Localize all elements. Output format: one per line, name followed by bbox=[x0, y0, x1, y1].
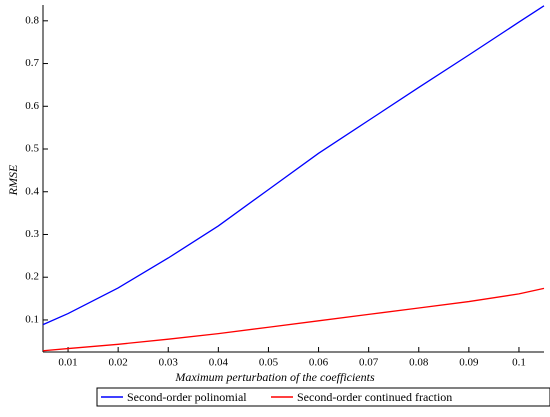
y-tick-label: 0.4 bbox=[25, 185, 39, 197]
y-tick-label: 0.7 bbox=[25, 57, 39, 69]
x-tick-label: 0.05 bbox=[259, 357, 279, 369]
x-tick-label: 0.07 bbox=[359, 357, 379, 369]
x-axis-label: Maximum perturbation of the coefficients bbox=[174, 370, 375, 384]
legend-label: Second-order polinomial bbox=[127, 390, 247, 404]
legend-box bbox=[96, 387, 550, 407]
legend-label: Second-order continued fraction bbox=[297, 390, 452, 404]
y-tick-label: 0.5 bbox=[25, 143, 39, 155]
y-tick-label: 0.1 bbox=[25, 313, 39, 325]
x-tick-label: 0.08 bbox=[409, 357, 429, 369]
x-tick-label: 0.01 bbox=[58, 357, 77, 369]
x-tick-label: 0.04 bbox=[209, 357, 229, 369]
y-tick-label: 0.3 bbox=[25, 228, 39, 240]
x-tick-label: 0.03 bbox=[159, 357, 179, 369]
series-line bbox=[42, 287, 545, 352]
y-tick-label: 0.8 bbox=[25, 14, 39, 26]
y-axis-label: RMSE bbox=[6, 164, 20, 196]
x-tick-label: 0.02 bbox=[109, 357, 128, 369]
y-tick-label: 0.6 bbox=[25, 100, 39, 112]
series-line bbox=[42, 5, 545, 326]
y-tick-label: 0.2 bbox=[25, 271, 39, 283]
x-tick-label: 0.09 bbox=[459, 357, 479, 369]
x-tick-label: 0.1 bbox=[512, 357, 526, 369]
x-tick-label: 0.06 bbox=[309, 357, 329, 369]
